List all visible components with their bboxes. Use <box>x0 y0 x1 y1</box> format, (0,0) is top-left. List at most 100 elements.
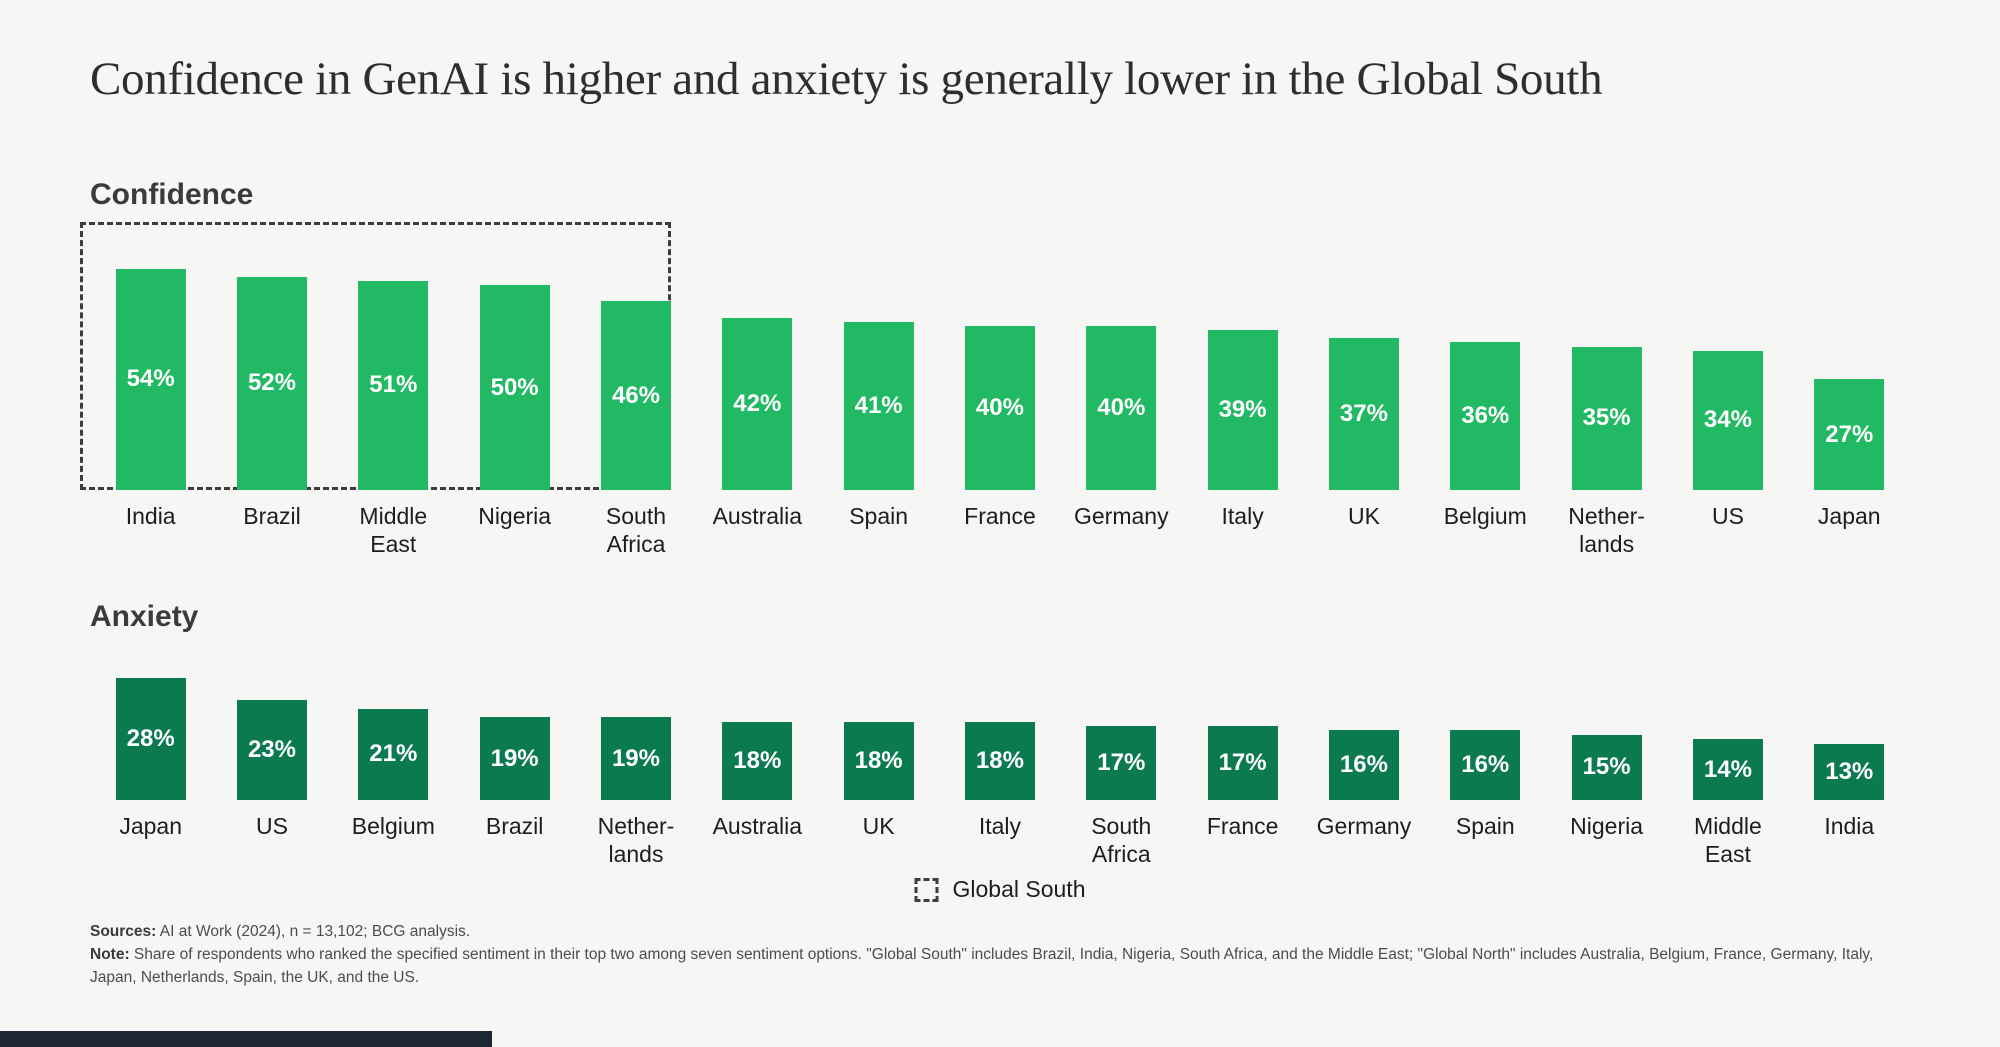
bar-slot: 37% <box>1303 228 1424 490</box>
bar-slot: 28% <box>90 653 211 800</box>
bar: 40% <box>964 326 1035 490</box>
bar-slot: 19% <box>575 653 696 800</box>
bar-slot: 40% <box>939 228 1060 490</box>
bar-value-label: 52% <box>247 369 296 397</box>
bar: 40% <box>1086 326 1157 490</box>
bar-category-label: France <box>964 503 1036 529</box>
bar-slot: 21% <box>333 653 454 800</box>
bar-category-label: Germany <box>1316 813 1412 839</box>
bar: 18% <box>964 721 1035 800</box>
anxiety-bars-row: 28% 23% 21% 19% 19% 18% 18% 18% 17% 17% 16% 16% 15% 1… <box>90 653 1910 800</box>
bar: 15% <box>1571 734 1642 800</box>
bar-category-label: Belgium <box>351 813 435 839</box>
bar-slot: 17% <box>1182 653 1303 800</box>
bar-category-label: France <box>1206 813 1279 839</box>
bar-slot: 23% <box>211 653 332 800</box>
anxiety-chart-title: Anxiety <box>90 600 199 633</box>
bar-value-label: 16% <box>1339 751 1388 779</box>
bar: 23% <box>236 700 307 800</box>
bar: 19% <box>600 717 671 800</box>
bar-value-label: 17% <box>1097 749 1146 777</box>
bar-value-label: 19% <box>490 744 539 772</box>
bar: 51% <box>358 280 429 490</box>
bar-category-label: Spain <box>849 503 909 529</box>
bar-slot: 54% <box>90 228 211 490</box>
bar-value-label: 23% <box>247 736 296 763</box>
bar-value-label: 42% <box>733 389 782 417</box>
bar-category-label: UK <box>1347 503 1380 529</box>
bar: 28% <box>115 678 186 800</box>
bar-value-label: 16% <box>1461 751 1510 779</box>
sources-line: Sources: AI at Work (2024), n = 13,102; … <box>90 921 1922 944</box>
bar-slot: 41% <box>818 228 939 490</box>
bar-value-label: 18% <box>975 746 1024 774</box>
anxiety-category-labels: Japan US Belgium Brazil Nether-lands Australi… <box>90 812 1910 868</box>
bottom-progress-strip <box>0 1031 492 1047</box>
bar: 21% <box>358 708 429 800</box>
bar-slot: 16% <box>1303 653 1424 800</box>
bar-slot: 42% <box>697 228 818 490</box>
anxiety-bar-chart: 28% 23% 21% 19% 19% 18% 18% 18% 17% 17% 16% 16% 15% 1… <box>90 653 1910 868</box>
bar: 13% <box>1814 743 1885 800</box>
bar: 34% <box>1692 350 1763 490</box>
legend: Global South <box>914 876 1085 903</box>
bar-slot: 46% <box>575 228 696 490</box>
bar-category-label: Nether-lands <box>1568 503 1645 558</box>
bar-slot: 13% <box>1789 653 1910 800</box>
bar: 18% <box>722 721 793 800</box>
bar-category-label: Belgium <box>1443 503 1527 529</box>
bar-value-label: 40% <box>975 394 1024 421</box>
bar-category-label: Middle East <box>359 503 428 558</box>
bar-value-label: 21% <box>369 740 418 768</box>
bar-value-label: 40% <box>1097 394 1146 421</box>
bar-category-label: Nether-lands <box>597 813 675 868</box>
bar-category-label: US <box>256 813 288 839</box>
bar-category-label: Italy <box>1221 503 1264 529</box>
bar: 17% <box>1086 726 1157 800</box>
bar-slot: 18% <box>697 653 818 800</box>
bar-value-label: 36% <box>1461 402 1510 430</box>
bar-value-label: 19% <box>611 744 660 772</box>
bar-slot: 15% <box>1546 653 1667 800</box>
confidence-category-labels: India Brazil Middle East Nigeria South Afric… <box>90 502 1910 558</box>
bar-category-label: South Africa <box>1091 813 1152 868</box>
bar-category-label: Nigeria <box>1570 813 1644 839</box>
bar: 37% <box>1328 338 1399 490</box>
bar-slot: 27% <box>1789 228 1910 490</box>
bar-category-label: South Africa <box>605 503 667 558</box>
note-text: Share of respondents who ranked the spec… <box>90 945 1874 986</box>
bar-value-label: 41% <box>854 391 903 419</box>
bar-category-label: US <box>1711 503 1744 529</box>
bar: 16% <box>1328 730 1399 800</box>
bar: 19% <box>479 717 550 800</box>
bar: 54% <box>115 268 186 490</box>
bar: 39% <box>1207 330 1278 490</box>
bar: 27% <box>1814 379 1885 490</box>
bar-category-label: Spain <box>1455 813 1515 839</box>
bar: 35% <box>1571 346 1642 490</box>
bar-slot: 16% <box>1425 653 1546 800</box>
bar-slot: 50% <box>454 228 575 490</box>
bar-value-label: 15% <box>1582 753 1631 781</box>
bar: 50% <box>479 285 550 490</box>
sources-label: Sources: <box>90 923 157 940</box>
bar-category-label: Japan <box>119 813 182 839</box>
bar-category-label: Nigeria <box>478 503 552 529</box>
bar-value-label: 18% <box>733 746 782 774</box>
dashed-box-icon <box>914 877 939 902</box>
bar-category-label: Australia <box>712 813 803 839</box>
bar-category-label: India <box>1824 813 1875 839</box>
bar: 18% <box>843 721 914 800</box>
bar-value-label: 50% <box>490 373 539 401</box>
bar-category-label: Japan <box>1817 503 1881 529</box>
bar-value-label: 37% <box>1339 400 1388 428</box>
footnote: Sources: AI at Work (2024), n = 13,102; … <box>90 921 1922 990</box>
bar: 17% <box>1207 726 1278 800</box>
bar-value-label: 28% <box>126 725 175 753</box>
bar-slot: 35% <box>1546 228 1667 490</box>
bar-value-label: 39% <box>1218 396 1267 424</box>
bar-value-label: 14% <box>1703 755 1752 783</box>
bar-slot: 14% <box>1667 653 1788 800</box>
note-line: Note: Share of respondents who ranked th… <box>90 944 1922 990</box>
bar-slot: 17% <box>1061 653 1182 800</box>
